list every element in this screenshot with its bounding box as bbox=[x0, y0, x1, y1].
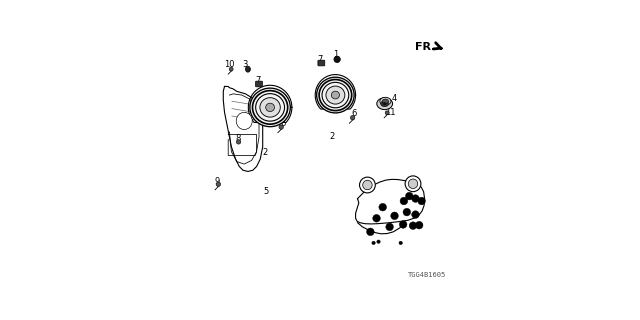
Circle shape bbox=[412, 195, 419, 202]
Circle shape bbox=[406, 192, 413, 200]
Text: 9: 9 bbox=[214, 177, 220, 186]
Circle shape bbox=[412, 211, 419, 218]
Circle shape bbox=[229, 67, 233, 71]
Circle shape bbox=[399, 241, 403, 244]
Text: 10: 10 bbox=[224, 60, 234, 69]
Text: 6: 6 bbox=[280, 119, 286, 128]
FancyBboxPatch shape bbox=[318, 60, 324, 66]
Text: 2: 2 bbox=[262, 148, 268, 157]
Ellipse shape bbox=[377, 98, 392, 110]
Ellipse shape bbox=[332, 91, 339, 99]
Circle shape bbox=[367, 228, 374, 236]
Text: 1: 1 bbox=[333, 50, 338, 59]
Ellipse shape bbox=[317, 77, 354, 113]
Circle shape bbox=[372, 241, 375, 244]
Text: FR.: FR. bbox=[415, 42, 436, 52]
Circle shape bbox=[372, 214, 380, 222]
Ellipse shape bbox=[382, 99, 388, 103]
Circle shape bbox=[400, 197, 408, 205]
Ellipse shape bbox=[326, 86, 345, 104]
Circle shape bbox=[377, 240, 380, 244]
Circle shape bbox=[405, 176, 421, 192]
Ellipse shape bbox=[260, 98, 280, 117]
Circle shape bbox=[236, 140, 241, 144]
Text: TGG4B1605: TGG4B1605 bbox=[408, 272, 446, 278]
Ellipse shape bbox=[250, 88, 291, 127]
Text: 11: 11 bbox=[385, 108, 396, 117]
Text: 3: 3 bbox=[243, 60, 248, 69]
Circle shape bbox=[408, 179, 418, 188]
Circle shape bbox=[363, 180, 372, 190]
Circle shape bbox=[418, 197, 426, 205]
Circle shape bbox=[360, 177, 375, 193]
Circle shape bbox=[379, 204, 387, 211]
Text: 6: 6 bbox=[351, 109, 357, 118]
Text: 5: 5 bbox=[263, 187, 269, 196]
Ellipse shape bbox=[266, 103, 275, 112]
Text: 4: 4 bbox=[392, 94, 397, 103]
FancyBboxPatch shape bbox=[255, 81, 262, 87]
Circle shape bbox=[403, 208, 411, 216]
Circle shape bbox=[385, 111, 389, 115]
Ellipse shape bbox=[246, 66, 250, 72]
Text: 2: 2 bbox=[329, 132, 334, 141]
Ellipse shape bbox=[380, 97, 391, 105]
Circle shape bbox=[399, 220, 407, 228]
Circle shape bbox=[415, 221, 423, 229]
Text: 7: 7 bbox=[317, 55, 323, 64]
Text: 7: 7 bbox=[255, 76, 260, 85]
Circle shape bbox=[386, 223, 394, 231]
Circle shape bbox=[390, 212, 398, 220]
Circle shape bbox=[351, 116, 355, 120]
Text: 8: 8 bbox=[235, 134, 240, 143]
Circle shape bbox=[383, 102, 387, 105]
Ellipse shape bbox=[236, 112, 252, 130]
Circle shape bbox=[409, 222, 417, 229]
Circle shape bbox=[334, 56, 340, 62]
Circle shape bbox=[216, 182, 221, 187]
Circle shape bbox=[279, 125, 284, 129]
Ellipse shape bbox=[381, 101, 388, 107]
